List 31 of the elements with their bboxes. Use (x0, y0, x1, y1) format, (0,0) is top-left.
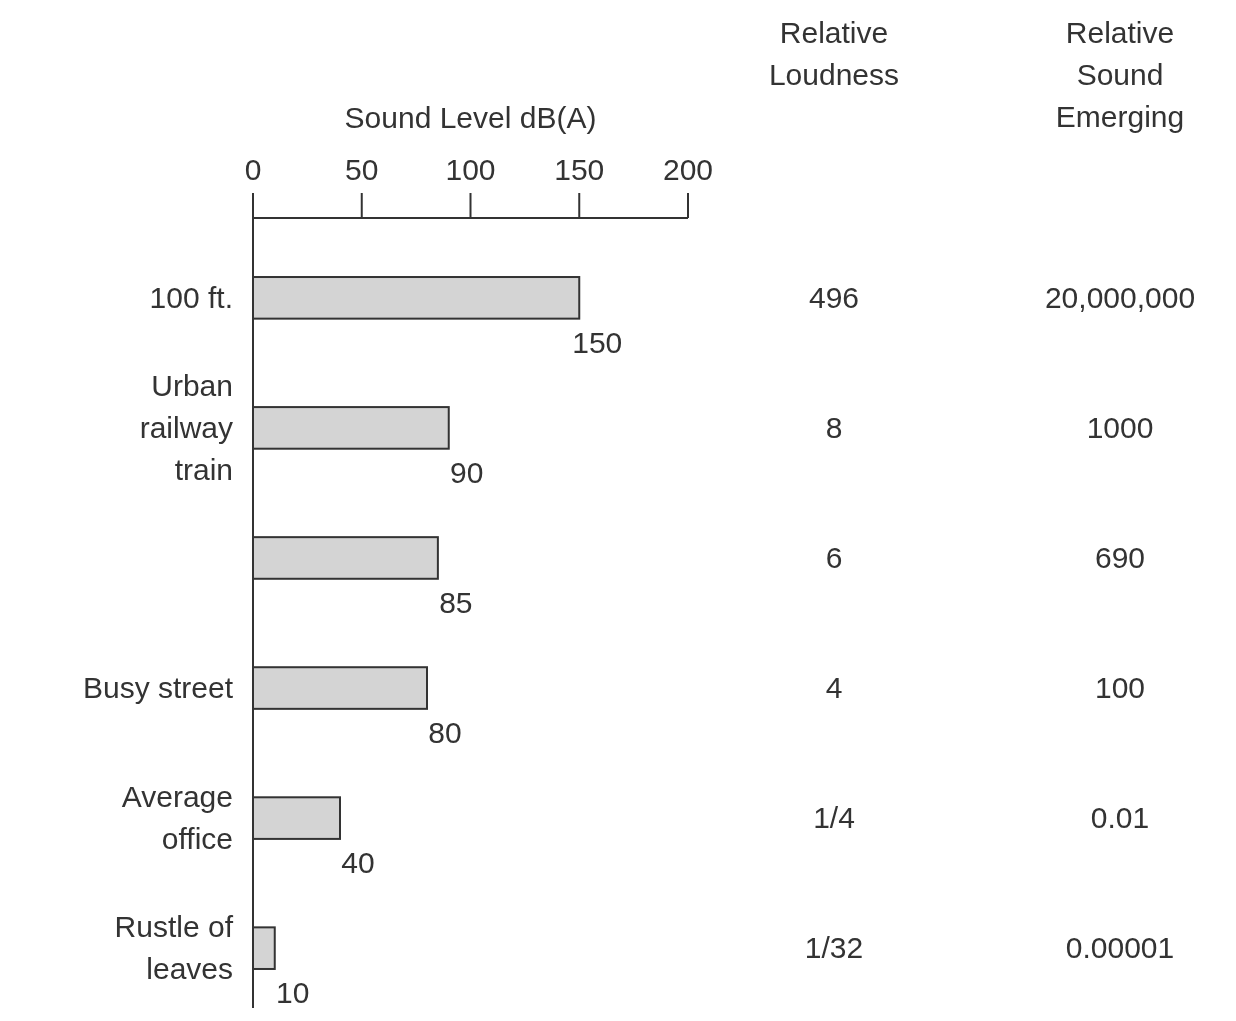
data-label: 80 (428, 715, 462, 749)
text: 1000 (1086, 410, 1154, 444)
text: 690 (1094, 540, 1146, 574)
x-tick-label: 200 (662, 153, 714, 186)
text: 1/4 (813, 801, 855, 835)
text: Relative Sound Emerging (1055, 16, 1185, 133)
text: 1/32 (804, 931, 864, 965)
data-label: 40 (341, 845, 375, 879)
data-label: 85 (439, 585, 473, 619)
y-tick-label: Rustle of leaves (114, 910, 234, 986)
text: 0.01 (1090, 801, 1150, 835)
text: 0.00001 (1065, 931, 1175, 965)
x-tick-label: 150 (554, 153, 605, 186)
y-tick-label: Average office (121, 780, 233, 856)
text: Relative Loudness (768, 16, 900, 91)
x-axis-title: Sound Level dB(A) (344, 101, 597, 134)
text: 496 (808, 280, 860, 314)
y-tick-label: Urban railway train (139, 368, 233, 486)
x-tick-label: 100 (445, 153, 496, 186)
text: 6 (825, 540, 843, 574)
text: 20,000,000 (1044, 280, 1196, 314)
text: 8 (825, 410, 843, 444)
x-tick-label: 50 (345, 153, 379, 186)
x-tick-label: 0 (244, 153, 262, 186)
data-label: 10 (276, 975, 310, 1009)
y-tick-label: 100 ft. (149, 280, 233, 314)
text: 4 (825, 671, 843, 705)
text: 100 (1094, 671, 1146, 705)
y-tick-label: Busy street (82, 671, 234, 705)
data-label: 150 (572, 325, 623, 359)
data-label: 90 (450, 455, 484, 489)
